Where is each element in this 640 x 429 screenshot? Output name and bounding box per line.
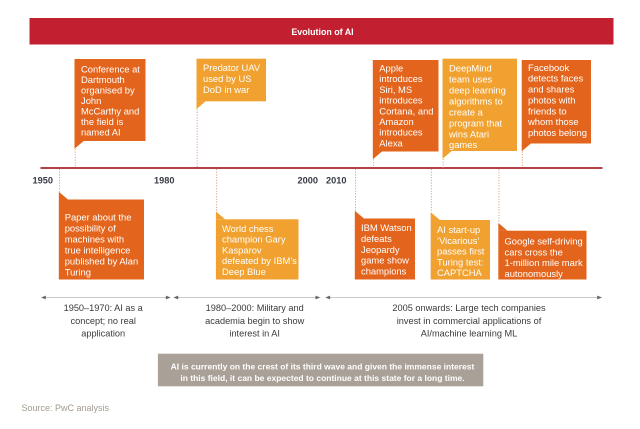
svg-text:2000: 2000 — [298, 175, 318, 185]
svg-text:photos with: photos with — [528, 94, 575, 105]
svg-text:Apple: Apple — [379, 62, 403, 73]
svg-text:organised by: organised by — [81, 84, 135, 95]
svg-text:Turing: Turing — [65, 267, 91, 278]
svg-text:deep learning: deep learning — [449, 85, 506, 96]
svg-text:wins Atari: wins Atari — [448, 128, 489, 139]
svg-text:introduces: introduces — [379, 127, 423, 138]
svg-text:Facebook: Facebook — [528, 62, 569, 73]
svg-text:possibility of: possibility of — [65, 223, 116, 234]
svg-text:Google self-driving: Google self-driving — [505, 235, 583, 246]
svg-text:and shares: and shares — [528, 84, 575, 95]
svg-text:interest in AI: interest in AI — [229, 329, 280, 339]
svg-text:1950–1970: AI as a: 1950–1970: AI as a — [64, 303, 144, 313]
svg-text:1-million mile mark: 1-million mile mark — [505, 257, 583, 268]
svg-text:Source: PwC analysis: Source: PwC analysis — [22, 403, 110, 413]
svg-text:AI is currently on the crest o: AI is currently on the crest of its thir… — [171, 361, 475, 371]
svg-text:champions: champions — [361, 266, 407, 277]
svg-text:World chess: World chess — [222, 223, 274, 234]
svg-text:Conference at: Conference at — [81, 63, 140, 74]
svg-text:true intelligence: true intelligence — [65, 245, 131, 256]
svg-text:introduces: introduces — [379, 73, 423, 84]
svg-text:concept; no real: concept; no real — [71, 316, 136, 326]
svg-text:Turing test:: Turing test: — [437, 256, 484, 267]
svg-text:passes first: passes first — [437, 246, 485, 257]
svg-text:published by Alan: published by Alan — [65, 256, 139, 267]
svg-text:Deep Blue: Deep Blue — [222, 266, 266, 277]
svg-text:1980–2000: Military and: 1980–2000: Military and — [206, 303, 304, 313]
svg-text:defeats: defeats — [361, 233, 392, 244]
svg-text:algorithms to: algorithms to — [449, 95, 503, 106]
svg-text:‘Vicarious’: ‘Vicarious’ — [437, 235, 480, 246]
svg-text:in this field, it can be expec: in this field, it can be expected to con… — [180, 373, 464, 383]
svg-text:Kasparov: Kasparov — [222, 244, 262, 255]
svg-text:introduces: introduces — [379, 95, 423, 106]
svg-text:photos belong: photos belong — [528, 127, 587, 138]
svg-text:2005 onwards: Large tech compa: 2005 onwards: Large tech companies — [392, 303, 546, 313]
svg-text:friends to: friends to — [528, 105, 567, 116]
svg-text:defeated by IBM’s: defeated by IBM’s — [222, 255, 297, 266]
svg-text:machines with: machines with — [65, 234, 124, 245]
svg-text:named AI: named AI — [81, 126, 121, 137]
svg-text:team uses: team uses — [449, 74, 493, 85]
svg-text:Cortana, and: Cortana, and — [379, 105, 433, 116]
svg-text:Paper about the: Paper about the — [65, 212, 132, 223]
svg-text:program that: program that — [449, 117, 503, 128]
svg-text:AI start-up: AI start-up — [437, 224, 480, 235]
svg-text:cars cross the: cars cross the — [505, 246, 563, 257]
svg-text:2010: 2010 — [326, 175, 346, 185]
svg-text:game show: game show — [361, 255, 409, 266]
svg-text:Amazon: Amazon — [379, 116, 413, 127]
svg-text:detects faces: detects faces — [528, 73, 584, 84]
svg-text:Predator UAV: Predator UAV — [203, 62, 261, 73]
svg-text:Evolution of AI: Evolution of AI — [291, 27, 353, 37]
svg-text:academia begin to show: academia begin to show — [205, 316, 304, 326]
svg-text:Dartmouth: Dartmouth — [81, 74, 125, 85]
svg-text:application: application — [81, 329, 125, 339]
svg-text:1950: 1950 — [33, 175, 53, 185]
svg-text:1980: 1980 — [154, 175, 174, 185]
svg-text:AI/machine learning ML: AI/machine learning ML — [421, 329, 518, 339]
svg-text:champion Gary: champion Gary — [222, 234, 286, 245]
svg-text:used by US: used by US — [203, 73, 251, 84]
svg-text:the field is: the field is — [81, 116, 124, 127]
svg-text:DeepMind: DeepMind — [449, 63, 492, 74]
svg-text:games: games — [449, 139, 477, 150]
svg-text:John: John — [81, 95, 101, 106]
svg-text:create a: create a — [449, 106, 484, 117]
svg-text:autonomously: autonomously — [505, 268, 564, 279]
svg-text:IBM Watson: IBM Watson — [361, 222, 412, 233]
svg-text:DoD in war: DoD in war — [203, 84, 249, 95]
svg-text:Siri, MS: Siri, MS — [379, 84, 412, 95]
svg-text:whom those: whom those — [527, 116, 579, 127]
svg-text:CAPTCHA: CAPTCHA — [437, 267, 483, 278]
svg-text:McCarthy and: McCarthy and — [81, 105, 139, 116]
svg-text:Jeopardy: Jeopardy — [361, 244, 400, 255]
svg-text:invest in commercial applicati: invest in commercial applications of — [397, 316, 542, 326]
svg-text:Alexa: Alexa — [379, 137, 403, 148]
